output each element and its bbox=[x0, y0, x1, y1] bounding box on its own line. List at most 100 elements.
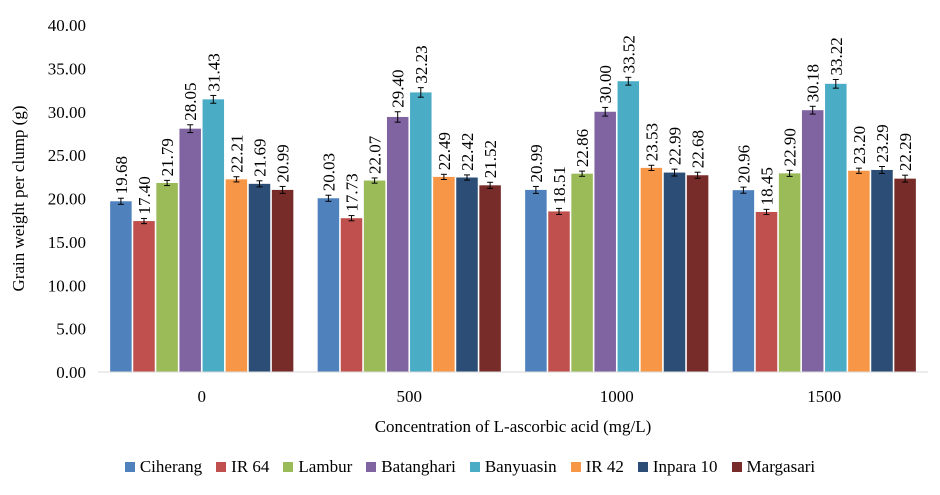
bar bbox=[225, 179, 248, 372]
x-tick-label: 1000 bbox=[600, 387, 634, 406]
data-label: 17.73 bbox=[343, 173, 362, 211]
x-tick-label: 500 bbox=[397, 387, 423, 406]
data-label: 22.90 bbox=[781, 128, 800, 166]
data-label: 22.49 bbox=[435, 132, 454, 170]
legend-item: IR 64 bbox=[216, 457, 269, 477]
error-bar bbox=[671, 168, 678, 177]
data-label: 21.69 bbox=[251, 139, 270, 177]
data-label: 31.43 bbox=[204, 53, 223, 91]
data-label: 20.96 bbox=[734, 145, 753, 183]
y-tick-label: 35.00 bbox=[48, 59, 86, 78]
data-label: 23.29 bbox=[873, 124, 892, 162]
error-bar bbox=[279, 185, 286, 194]
y-tick-label: 30.00 bbox=[48, 103, 86, 122]
bar bbox=[248, 183, 271, 372]
error-bar bbox=[763, 208, 770, 216]
bar bbox=[755, 211, 778, 372]
legend-swatch bbox=[216, 462, 227, 472]
error-bar bbox=[417, 87, 424, 98]
error-bar bbox=[187, 124, 194, 134]
legend-swatch bbox=[283, 462, 294, 472]
error-bar bbox=[256, 180, 263, 188]
error-bar bbox=[832, 78, 839, 89]
y-axis-tick-labels: 0.00 5.00 10.00 15.00 20.00 25.00 30.00 35.00 40… bbox=[48, 16, 86, 382]
x-axis-tick-labels: 0 500 1000 1500 bbox=[198, 387, 842, 406]
error-bar bbox=[164, 179, 171, 187]
error-bar bbox=[855, 167, 862, 174]
error-bar bbox=[648, 164, 655, 171]
data-label: 32.23 bbox=[412, 45, 431, 83]
bar bbox=[686, 175, 709, 372]
legend-swatch bbox=[731, 462, 742, 472]
bar bbox=[617, 81, 640, 373]
y-tick-label: 10.00 bbox=[48, 276, 86, 295]
legend-item: Ciherang bbox=[124, 457, 202, 477]
data-label: 18.51 bbox=[550, 166, 569, 204]
bar bbox=[594, 111, 616, 372]
legend-item: Lambur bbox=[283, 457, 352, 477]
bar bbox=[133, 221, 155, 372]
error-bar bbox=[625, 76, 632, 86]
x-tick-label: 0 bbox=[198, 387, 207, 406]
y-tick-label: 25.00 bbox=[48, 146, 86, 165]
legend-label: IR 42 bbox=[585, 457, 624, 476]
bar bbox=[548, 211, 570, 372]
legend-item: IR 42 bbox=[570, 457, 624, 477]
bar bbox=[571, 173, 593, 372]
data-label: 20.99 bbox=[274, 144, 293, 182]
bar bbox=[778, 173, 801, 372]
data-label: 29.40 bbox=[389, 70, 408, 108]
data-label: 20.99 bbox=[527, 144, 546, 182]
data-label: 23.20 bbox=[850, 126, 869, 164]
bar bbox=[410, 92, 432, 372]
y-tick-label: 15.00 bbox=[48, 233, 86, 252]
error-bar bbox=[532, 185, 539, 194]
bar bbox=[663, 172, 686, 372]
bar bbox=[271, 189, 294, 372]
y-tick-label: 0.00 bbox=[56, 363, 86, 382]
data-label: 30.18 bbox=[804, 64, 823, 102]
bar bbox=[801, 110, 824, 372]
legend-swatch bbox=[570, 462, 581, 472]
bar bbox=[386, 116, 409, 372]
legend-item: Margasari bbox=[731, 457, 816, 477]
error-bar bbox=[233, 176, 240, 183]
error-bar bbox=[786, 169, 793, 177]
bar bbox=[156, 182, 178, 372]
data-label: 19.68 bbox=[112, 156, 131, 194]
bar bbox=[179, 128, 201, 372]
y-tick-label: 20.00 bbox=[48, 190, 86, 209]
legend-item: Inpara 10 bbox=[637, 457, 718, 477]
y-axis-title: Grain weight per clump (g) bbox=[9, 106, 28, 292]
error-bar bbox=[117, 197, 124, 205]
data-label: 22.29 bbox=[896, 133, 915, 171]
bar bbox=[202, 99, 225, 372]
error-bar bbox=[602, 106, 609, 117]
error-bar bbox=[740, 186, 747, 194]
bar bbox=[825, 83, 847, 372]
legend-label: Lambur bbox=[298, 457, 353, 476]
bar bbox=[433, 176, 455, 372]
bar bbox=[848, 170, 870, 372]
x-axis-title: Concentration of L-ascorbic acid (mg/L) bbox=[375, 417, 652, 436]
bar bbox=[871, 169, 893, 372]
error-bar-group bbox=[117, 76, 909, 225]
legend-item: Banyuasin bbox=[469, 457, 557, 477]
error-bar bbox=[487, 181, 494, 189]
chart-legend: Ciherang IR 64 Lambur Batanghari Banyuasin IR… bbox=[0, 452, 940, 482]
error-bar bbox=[440, 173, 447, 181]
bar bbox=[456, 177, 478, 372]
data-label: 20.03 bbox=[319, 153, 338, 191]
data-label: 21.52 bbox=[481, 140, 500, 178]
bar bbox=[363, 180, 386, 372]
data-label: 22.68 bbox=[689, 130, 708, 168]
data-label: 28.05 bbox=[181, 83, 200, 121]
bar bbox=[640, 167, 663, 372]
error-bar bbox=[579, 170, 586, 177]
legend-label: Margasari bbox=[746, 457, 816, 476]
data-label: 33.52 bbox=[619, 35, 638, 73]
y-tick-label: 40.00 bbox=[48, 16, 86, 35]
data-label: 30.00 bbox=[596, 65, 615, 103]
